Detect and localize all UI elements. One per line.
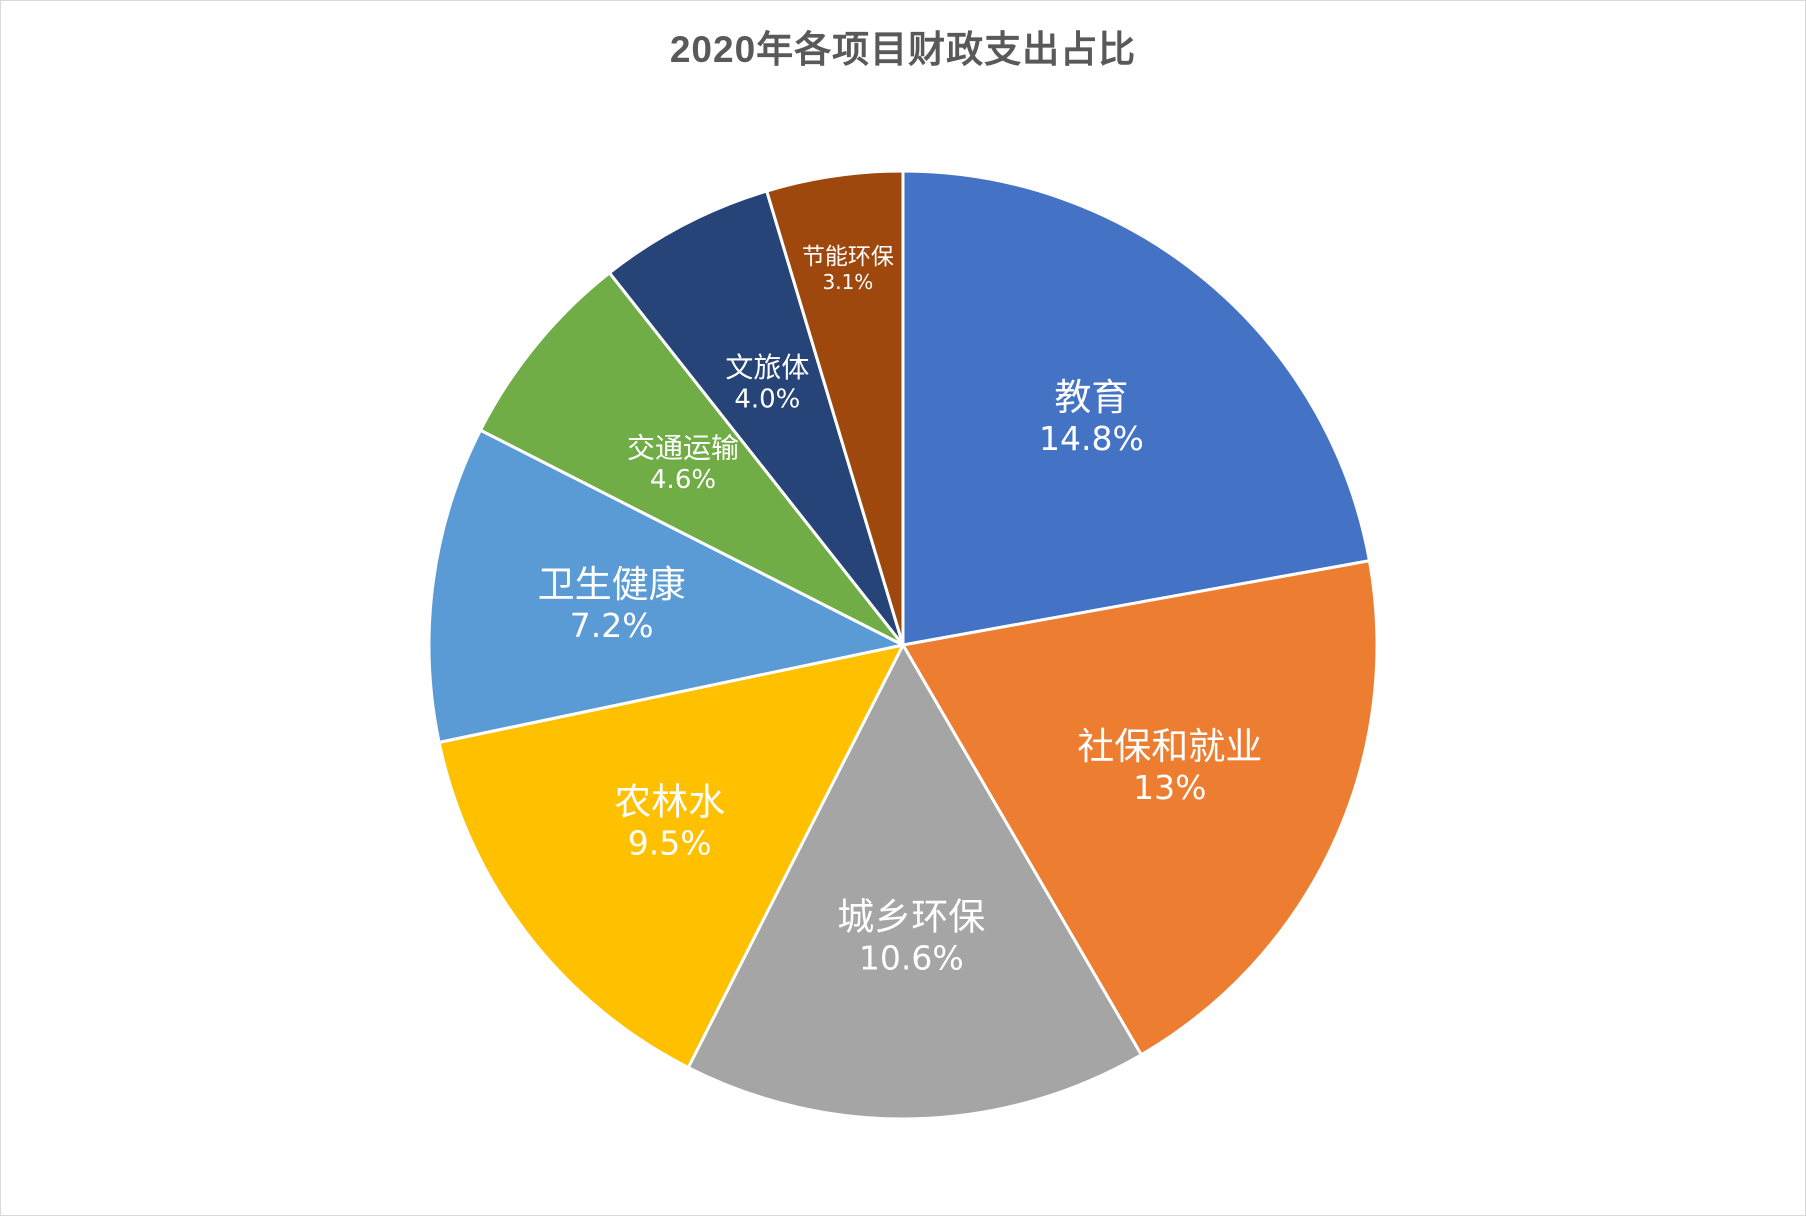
slice-label-value-6: 4.6%	[650, 465, 716, 495]
slice-label-name-4: 农林水	[614, 780, 725, 823]
pie-slice-4	[437, 643, 905, 1070]
slice-label-name-5: 卫生健康	[538, 563, 686, 606]
slice-label-name-2: 社保和就业	[1077, 725, 1262, 768]
pie-slice-2	[901, 559, 1379, 1057]
slice-label-value-8: 3.1%	[823, 270, 874, 294]
pie-slice-7	[607, 189, 905, 647]
slice-label-value-7: 4.0%	[734, 384, 800, 414]
pie-slice-8	[765, 169, 905, 647]
pie-slice-1	[901, 169, 1371, 647]
slice-label-name-6: 交通运输	[627, 432, 739, 465]
pie-slice-6	[478, 271, 905, 647]
slice-label-value-3: 10.6%	[859, 938, 964, 977]
slice-label-value-4: 9.5%	[628, 823, 712, 862]
slice-label-name-1: 教育	[1054, 376, 1128, 419]
chart-title: 2020年各项目财政支出占比	[669, 29, 1137, 70]
slice-label-value-2: 13%	[1133, 768, 1206, 807]
pie-slice-5	[427, 428, 905, 744]
slice-label-value-1: 14.8%	[1039, 419, 1144, 458]
slice-label-name-3: 城乡环保	[837, 895, 985, 938]
slice-label-value-5: 7.2%	[570, 606, 654, 645]
slice-label-name-8: 节能环保	[802, 244, 894, 270]
pie-slice-3	[686, 643, 1143, 1121]
pie-slices	[427, 169, 1379, 1121]
slice-label-name-7: 文旅体	[725, 351, 809, 384]
